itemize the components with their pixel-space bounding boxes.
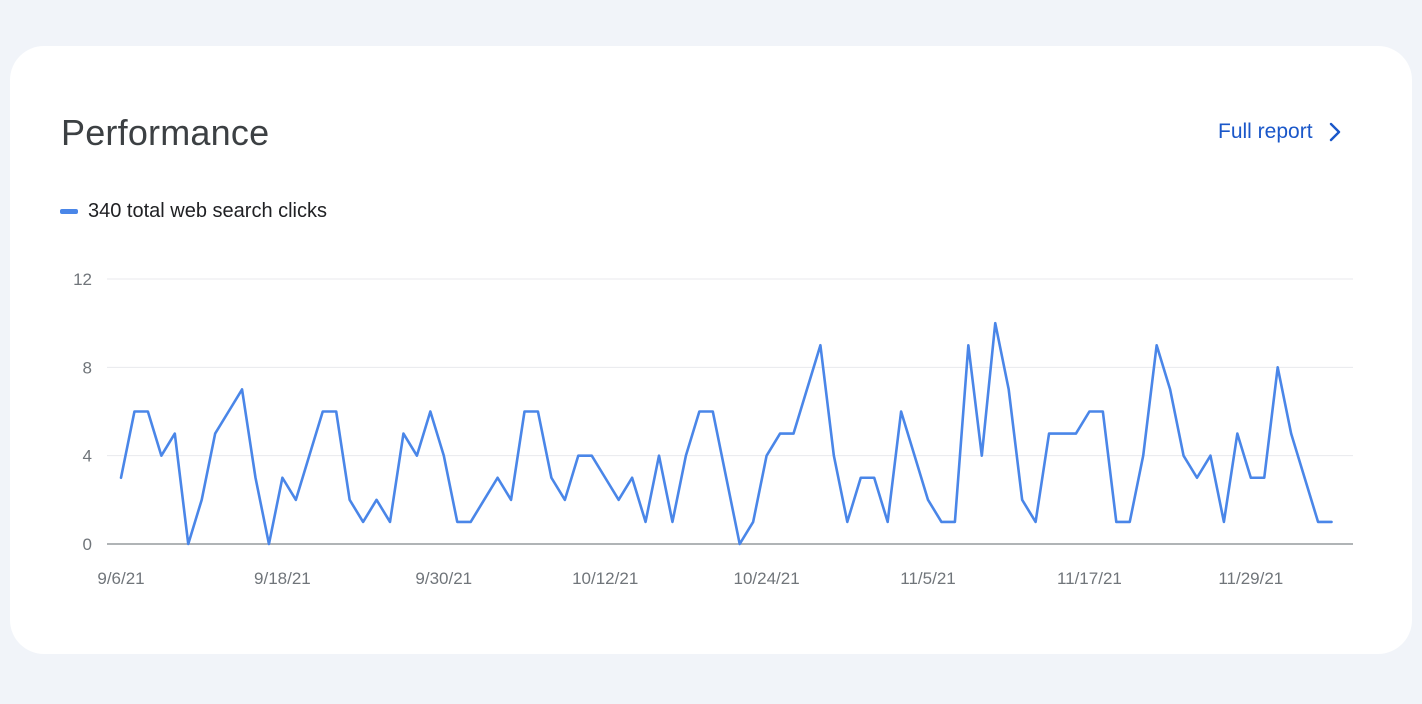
legend-label: 340 total web search clicks bbox=[88, 200, 328, 222]
y-tick-label: 4 bbox=[83, 447, 92, 466]
x-tick-label: 10/24/21 bbox=[734, 569, 800, 588]
x-tick-label: 11/29/21 bbox=[1218, 569, 1283, 588]
x-tick-label: 10/12/21 bbox=[572, 569, 638, 588]
full-report-link[interactable]: Full report bbox=[1218, 120, 1341, 144]
x-tick-label: 9/6/21 bbox=[97, 569, 144, 588]
performance-card: Performance Full report 340 total web se… bbox=[10, 46, 1412, 654]
full-report-label: Full report bbox=[1218, 120, 1313, 143]
card-title: Performance bbox=[61, 112, 270, 153]
x-tick-label: 9/18/21 bbox=[254, 569, 311, 588]
x-tick-label: 9/30/21 bbox=[415, 569, 472, 588]
y-tick-label: 12 bbox=[73, 270, 92, 289]
y-tick-label: 8 bbox=[83, 358, 92, 377]
chevron-right-icon bbox=[1329, 122, 1340, 142]
y-tick-label: 0 bbox=[83, 535, 92, 554]
chart-legend: 340 total web search clicks bbox=[60, 200, 327, 223]
x-tick-label: 11/17/21 bbox=[1057, 569, 1122, 588]
legend-swatch bbox=[60, 209, 78, 214]
x-tick-label: 11/5/21 bbox=[900, 569, 955, 588]
series-line bbox=[119, 321, 1333, 546]
